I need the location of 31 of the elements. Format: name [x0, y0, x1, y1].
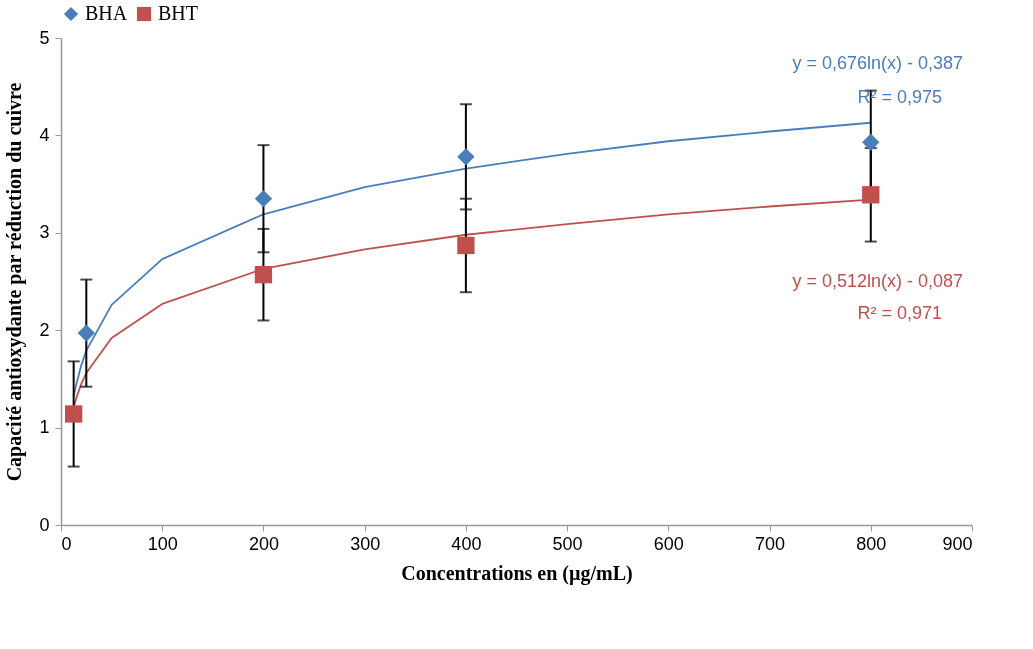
x-tick-label: 300 [350, 533, 381, 554]
x-tick-label: 700 [755, 533, 786, 554]
x-tick-label: 800 [856, 533, 887, 554]
x-tick-label: 900 [942, 533, 973, 554]
point [64, 405, 83, 423]
y-tick-label: 0 [39, 514, 50, 535]
y-axis-title: Capacité antioxydante par réduction du cuivre [3, 82, 27, 482]
point [254, 266, 273, 284]
legend-label: BHA [85, 2, 128, 24]
point [457, 236, 475, 255]
x-axis-title: Concentrations en (µg/mL) [401, 561, 633, 585]
point [862, 133, 880, 151]
x-tick-label: 500 [552, 533, 583, 554]
point [254, 190, 273, 208]
x-tick-label: 100 [147, 533, 178, 554]
y-tick-label: 4 [39, 124, 50, 145]
annotation: R² = 0,971 [857, 302, 943, 323]
y-tick-label: 1 [39, 417, 50, 438]
legend-label: BHT [158, 2, 198, 24]
point [457, 148, 475, 166]
y-tick-label: 5 [39, 27, 50, 48]
x-tick-label: 200 [248, 533, 279, 554]
annotation: y = 0,676ln(x) - 0,387 [792, 52, 964, 73]
x-tick-label: 600 [653, 533, 684, 554]
x-tick-label: 0 [61, 533, 72, 554]
point [862, 186, 880, 204]
y-tick-label: 2 [39, 319, 50, 340]
x-tick-label: 400 [451, 533, 482, 554]
y-tick-label: 3 [39, 222, 50, 243]
point [77, 324, 95, 342]
annotation: y = 0,512ln(x) - 0,087 [792, 270, 964, 291]
